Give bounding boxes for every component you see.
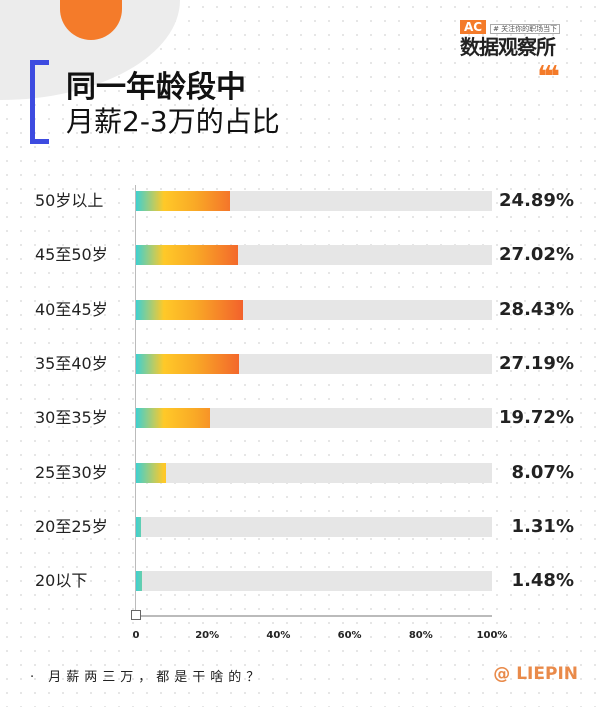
- category-label: 40至45岁: [35, 299, 108, 319]
- category-label: 30至35岁: [35, 408, 108, 428]
- category-label: 35至40岁: [35, 353, 108, 373]
- value-label: 24.89%: [499, 190, 574, 211]
- bar: [136, 299, 244, 320]
- bar-track: [136, 191, 492, 211]
- value-label: 19.72%: [499, 407, 574, 429]
- value-label: 27.19%: [499, 352, 574, 374]
- x-tick-label: 40%: [266, 630, 291, 641]
- x-tick-label: 80%: [408, 630, 433, 641]
- bar: [136, 353, 239, 374]
- value-label: 28.43%: [499, 298, 574, 320]
- x-axis: [136, 615, 492, 617]
- category-label: 25至30岁: [35, 462, 108, 482]
- title-line-2: 月薪2-3万的占比: [66, 105, 280, 138]
- category-label: 20至25岁: [35, 516, 108, 536]
- bar: [136, 191, 230, 211]
- x-tick-label: 100%: [476, 630, 508, 641]
- category-label: 45至50岁: [35, 245, 108, 265]
- value-label: 1.48%: [511, 570, 574, 592]
- logo: AC # 关注你的职场当下 数据观察所: [460, 16, 580, 59]
- bar: [136, 571, 142, 592]
- title-line-1: 同一年龄段中: [66, 70, 246, 105]
- bar: [136, 245, 238, 266]
- bar-track: [136, 245, 492, 266]
- bar-track: [136, 571, 492, 592]
- value-label: 8.07%: [511, 461, 574, 483]
- x-tick-label: 20%: [195, 630, 220, 641]
- bar: [136, 408, 211, 429]
- bar-track: [136, 462, 492, 483]
- title-bracket: [30, 60, 49, 144]
- logo-name: 数据观察所: [460, 35, 556, 59]
- category-label: 50岁以上: [35, 191, 104, 210]
- footer-caption: · 月薪两三万，都是干啥的？: [30, 670, 265, 685]
- bar-track: [136, 516, 492, 537]
- logo-tagline: # 关注你的职场当下: [490, 24, 561, 34]
- quote-icon: ❛❛❛: [537, 60, 560, 95]
- x-tick-label: 0: [132, 630, 140, 641]
- axis-origin-marker: [131, 610, 141, 620]
- x-tick-label: 60%: [337, 630, 362, 641]
- logo-badge: AC: [460, 20, 487, 34]
- bar-track: [136, 299, 492, 320]
- brand-label: @ LIEPIN: [493, 664, 578, 684]
- bar-track: [136, 353, 492, 374]
- value-label: 27.02%: [499, 244, 574, 266]
- bar-track: [136, 408, 492, 429]
- value-label: 1.31%: [511, 515, 574, 537]
- bar: [136, 462, 167, 483]
- category-label: 20以下: [35, 571, 88, 591]
- y-axis: [135, 185, 136, 615]
- bar: [136, 516, 141, 537]
